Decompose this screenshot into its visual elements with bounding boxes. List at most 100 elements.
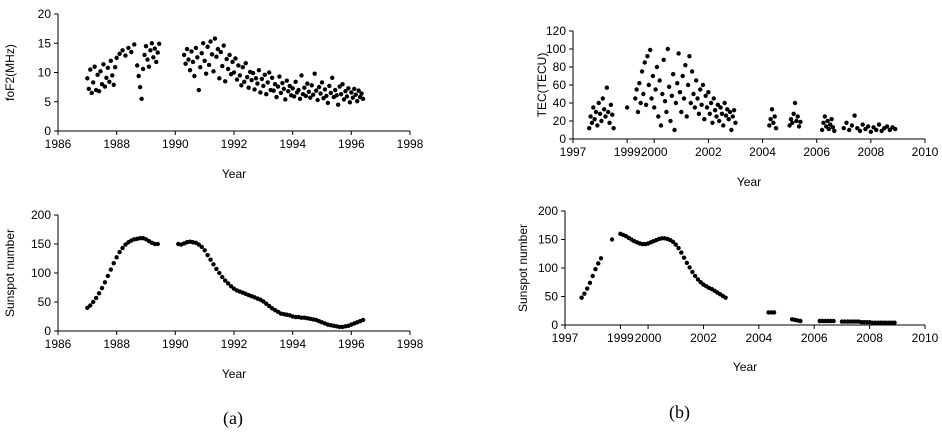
a-sunspot-data-point: [217, 270, 222, 276]
b-tec-data-point: [664, 109, 669, 115]
a-fof2-data-point: [255, 81, 260, 86]
a-fof2-data-point: [318, 91, 323, 96]
b-tec-data-point: [670, 72, 676, 77]
b-tec-data-point: [874, 127, 879, 133]
b-sunspot-data-point: [673, 242, 678, 247]
b-tec-data-point: [887, 127, 892, 133]
a-sunspot-data-point: [208, 257, 213, 262]
a-sunspot-data-point: [155, 241, 160, 247]
b-tec-data-point: [684, 114, 689, 119]
a-fof2-data-point: [99, 82, 105, 87]
b-tec-data-point: [601, 107, 607, 112]
a-fof2-data-point: [86, 86, 92, 92]
b-sunspot-data-point: [831, 318, 836, 324]
a-fof2-data-point: [252, 87, 257, 92]
b-tec-data-point: [634, 87, 639, 92]
b-tec-data-point: [717, 118, 722, 124]
a-fof2-data-point: [278, 90, 284, 96]
b-tec-data-point: [688, 100, 693, 106]
b-tec-data-point: [721, 123, 726, 128]
b-tec-data-point: [588, 114, 593, 119]
b-tec-data-point: [669, 93, 675, 99]
a-fof2-y-tick-label: 0: [44, 124, 51, 138]
a-fof2-data-point: [337, 84, 342, 89]
b-tec-data-point: [587, 126, 592, 131]
b-tec-data-point: [700, 82, 706, 88]
a-fof2-data-point: [92, 64, 97, 69]
b-sunspot-y-axis-title: Sunspot number: [516, 224, 530, 312]
a-sunspot-x-axis-title: Year: [222, 367, 246, 381]
b-tec-data-point: [662, 99, 668, 104]
a-sunspot-data-point: [123, 242, 128, 247]
b-tec-data-point: [657, 78, 662, 83]
b-tec-data-point: [767, 123, 772, 128]
a-fof2-data-point: [199, 50, 204, 56]
b-tec-data-point: [604, 85, 610, 90]
b-tec-data-point: [795, 114, 800, 119]
b-tec-x-tick-label: 2008: [857, 145, 884, 159]
b-tec-data-point: [857, 128, 863, 134]
a-sunspot-x-tick-label: 1986: [45, 337, 72, 351]
a-fof2-data-point: [223, 79, 228, 84]
b-tec-data-point: [729, 127, 734, 133]
a-fof2-data-point: [256, 67, 262, 73]
a-fof2-x-axis-title: Year: [222, 167, 246, 181]
a-fof2-data-point: [151, 55, 156, 60]
a-fof2-x-tick-label: 1998: [397, 137, 424, 151]
a-sunspot-data-point: [205, 252, 210, 258]
a-sunspot-data-point: [264, 301, 269, 306]
b-tec-data-point: [790, 120, 795, 126]
a-sunspot-x-tick-label: 1998: [397, 337, 424, 351]
b-tec-data-point: [828, 122, 833, 127]
a-fof2-data-point: [215, 46, 221, 52]
a-fof2-data-point: [113, 65, 118, 70]
a-sunspot-data-point: [228, 284, 234, 289]
a-fof2-data-point: [303, 93, 309, 99]
a-fof2-data-point: [277, 74, 282, 79]
b-sunspot-x-axis-title: Year: [733, 360, 757, 374]
b-tec-data-point: [769, 107, 775, 112]
a-fof2-data-point: [198, 65, 203, 70]
a-fof2-data-point: [315, 97, 320, 103]
b-tec-data-point: [608, 102, 614, 108]
a-fof2-data-point: [114, 55, 119, 61]
b-tec-data-point: [868, 129, 874, 134]
a-fof2-data-point: [203, 71, 209, 76]
b-tec-data-point: [707, 111, 712, 117]
a-fof2-x-tick-label: 1986: [45, 137, 72, 151]
a-fof2-data-point: [135, 63, 140, 68]
a-sunspot-y-tick-label: 0: [44, 324, 51, 338]
b-tec-data-point: [708, 100, 714, 106]
b-tec-data-point: [642, 60, 647, 65]
b-tec-data-point: [593, 109, 599, 115]
b-sunspot-data-point: [687, 265, 692, 270]
b-tec-data-point: [589, 120, 595, 126]
b-sunspot-x-tick-label: 2010: [912, 331, 939, 345]
a-fof2-data-point: [224, 56, 229, 62]
b-tec-data-point: [679, 109, 684, 115]
b-tec-data-point: [719, 111, 725, 117]
b-tec-data-point: [641, 91, 646, 97]
a-fof2-data-point: [136, 73, 141, 79]
a-fof2-data-point: [137, 84, 143, 90]
a-fof2-data-point: [287, 83, 292, 89]
a-fof2-x-tick-label: 1994: [279, 137, 306, 151]
a-fof2-data-point: [101, 62, 106, 67]
a-fof2-data-point: [236, 63, 241, 68]
b-tec-data-point: [638, 100, 643, 106]
a-fof2-data-point: [324, 93, 329, 99]
a-fof2-data-point: [245, 74, 250, 80]
a-fof2-data-point: [272, 82, 278, 87]
b-tec-data-point: [668, 118, 673, 124]
a-fof2-data-point: [217, 76, 222, 81]
b-sunspot-data-point: [892, 320, 897, 325]
b-tec-data-point: [637, 81, 642, 86]
a-fof2-data-point: [341, 97, 347, 102]
a-fof2-data-point: [325, 100, 331, 106]
a-fof2-data-point: [208, 39, 213, 44]
a-fof2-data-point: [105, 65, 111, 71]
b-tec-x-axis-title: Year: [737, 175, 761, 189]
b-tec-data-point: [832, 128, 837, 134]
a-fof2-data-point: [183, 61, 188, 66]
